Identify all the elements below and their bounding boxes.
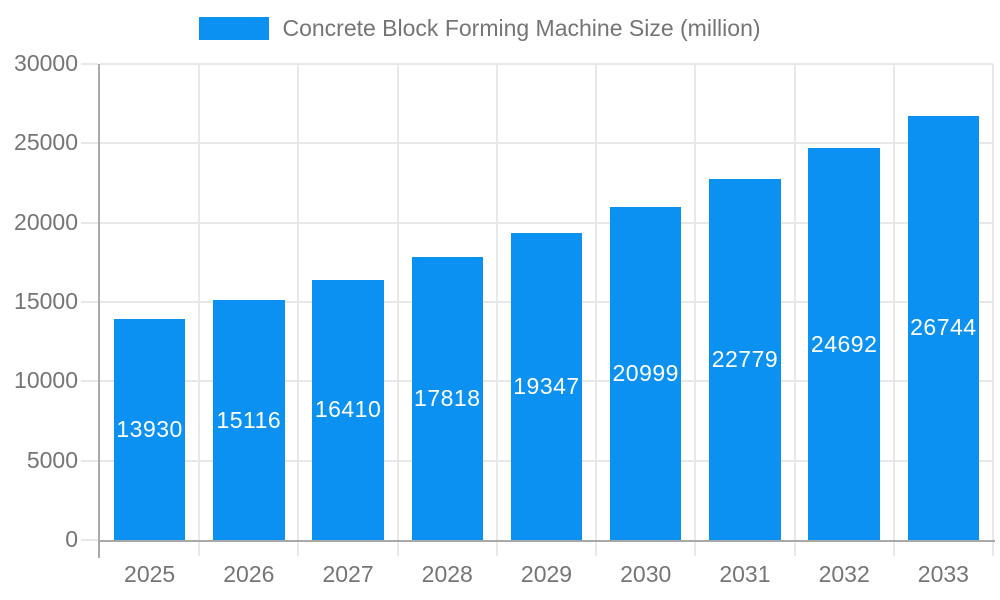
y-tick-label: 20000 bbox=[14, 208, 78, 235]
v-gridline bbox=[297, 64, 300, 540]
bar: 22779 bbox=[709, 178, 781, 540]
x-axis-tick bbox=[694, 542, 697, 556]
x-axis-tick bbox=[595, 542, 598, 556]
x-tick-label: 2025 bbox=[124, 561, 176, 587]
y-axis-tick bbox=[81, 221, 98, 224]
x-axis-tick bbox=[495, 542, 498, 556]
bar: 19347 bbox=[510, 233, 583, 540]
bar-value-label: 15116 bbox=[216, 406, 282, 433]
x-axis-tick bbox=[198, 542, 201, 556]
v-gridline bbox=[595, 64, 598, 540]
x-axis-tick bbox=[297, 542, 300, 556]
plot-area: 0 5000 10000 15000 20000 25000 30000 13930 2025 1… bbox=[14, 50, 995, 587]
v-gridline bbox=[892, 64, 895, 540]
y-tick-label: 5000 bbox=[26, 446, 78, 473]
x-axis-line bbox=[98, 540, 995, 542]
bar-value-label: 24692 bbox=[810, 330, 878, 357]
bar: 24692 bbox=[808, 148, 880, 540]
x-tick-label: 2032 bbox=[818, 561, 870, 587]
y-axis-tick bbox=[81, 539, 98, 541]
y-tick-label: 15000 bbox=[14, 287, 78, 314]
legend[interactable]: Concrete Block Forming Machine Size (mil… bbox=[0, 15, 960, 42]
v-gridline bbox=[495, 64, 498, 540]
bar: 15116 bbox=[213, 300, 285, 540]
x-tick-label: 2028 bbox=[421, 561, 473, 587]
bar: 26744 bbox=[907, 115, 980, 540]
legend-label: Concrete Block Forming Machine Size (mil… bbox=[282, 15, 761, 41]
h-gridline bbox=[100, 142, 993, 145]
v-gridline bbox=[396, 64, 399, 540]
x-tick-label: 2030 bbox=[620, 561, 672, 587]
y-tick-label: 10000 bbox=[14, 367, 78, 394]
x-tick-label: 2026 bbox=[223, 561, 275, 587]
y-axis-tick bbox=[81, 301, 98, 303]
x-axis-tick bbox=[992, 542, 994, 556]
y-tick-label: 25000 bbox=[14, 129, 78, 156]
x-tick-label: 2031 bbox=[719, 561, 771, 587]
v-gridline bbox=[694, 64, 697, 540]
y-tick-label: 0 bbox=[65, 525, 78, 552]
v-gridline bbox=[793, 64, 796, 540]
h-gridline bbox=[100, 221, 993, 224]
bar: 17818 bbox=[411, 257, 483, 540]
bar: 16410 bbox=[312, 279, 384, 540]
y-tick-label: 30000 bbox=[14, 49, 78, 76]
bar-value-label: 17818 bbox=[414, 385, 481, 412]
y-axis-line bbox=[98, 64, 100, 558]
y-axis-tick bbox=[81, 63, 98, 65]
bar-value-label: 19347 bbox=[513, 373, 580, 400]
y-axis-tick bbox=[81, 142, 98, 145]
v-gridline bbox=[198, 64, 201, 540]
x-tick-label: 2029 bbox=[520, 561, 573, 587]
bar-value-label: 16410 bbox=[314, 396, 382, 423]
v-gridline bbox=[992, 64, 994, 540]
bar: 13930 bbox=[113, 318, 186, 540]
bar-value-label: 20999 bbox=[612, 359, 679, 386]
x-tick-label: 2033 bbox=[917, 561, 969, 587]
legend-swatch-icon bbox=[199, 17, 270, 40]
x-axis-tick bbox=[793, 542, 796, 556]
y-axis-tick bbox=[81, 380, 98, 383]
h-gridline bbox=[100, 63, 993, 65]
bar-value-label: 22779 bbox=[711, 345, 779, 372]
bar-value-label: 26744 bbox=[910, 314, 977, 341]
x-axis-tick bbox=[892, 542, 895, 556]
x-axis-tick bbox=[396, 542, 399, 556]
bar-value-label: 13930 bbox=[116, 415, 183, 442]
bar: 20999 bbox=[610, 206, 682, 540]
y-axis-tick bbox=[81, 459, 98, 462]
x-tick-label: 2027 bbox=[322, 561, 374, 587]
